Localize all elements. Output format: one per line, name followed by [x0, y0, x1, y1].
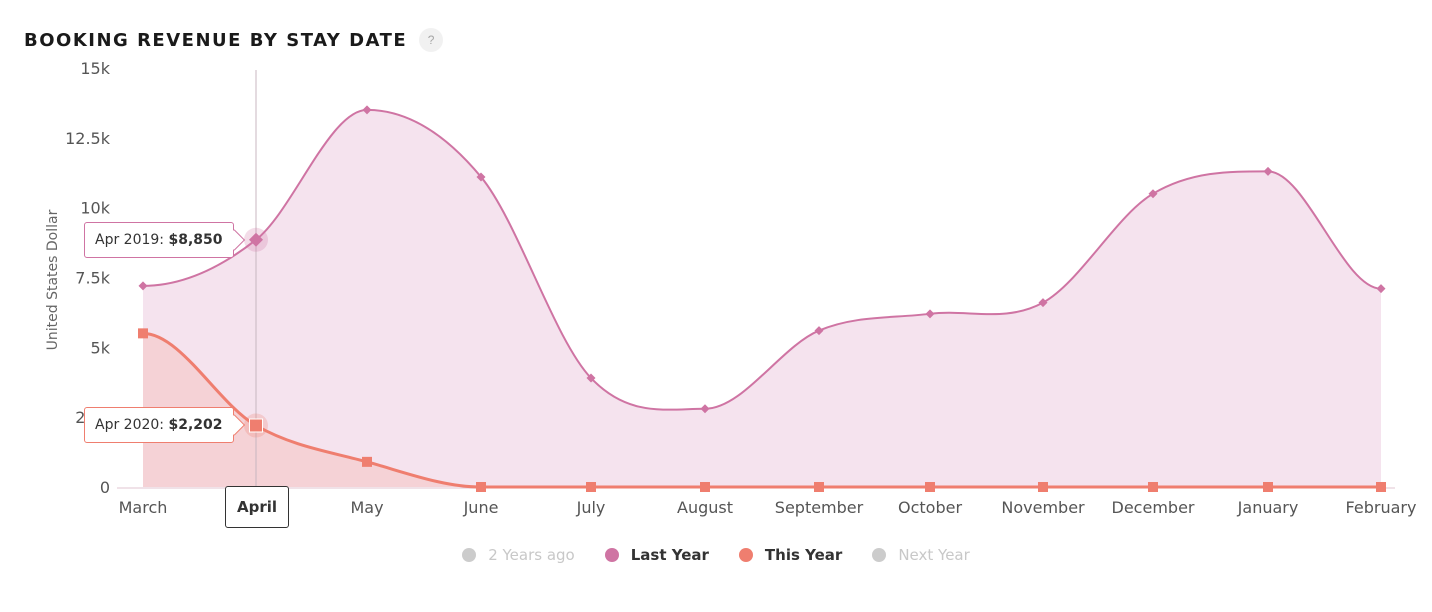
- x-tick-label: December: [1112, 498, 1195, 517]
- last-year-point: [586, 373, 596, 383]
- this-year-line: [142, 331, 1382, 489]
- y-tick-label: 7.5k: [75, 269, 110, 288]
- this-year-point: [1263, 482, 1273, 492]
- y-tick-label: 0: [100, 478, 110, 497]
- this-year-point: [362, 456, 372, 467]
- this-year-point: [1148, 482, 1158, 492]
- tooltip-last-year-value: $8,850: [168, 231, 223, 248]
- y-tick-label: 10k: [80, 199, 110, 218]
- legend: 2 Years ago Last Year This Year Next Year: [0, 546, 1432, 564]
- this-year-point: [476, 482, 486, 492]
- last-year-point: [700, 404, 710, 414]
- last-year-point: [1148, 189, 1158, 199]
- legend-label: Next Year: [898, 546, 970, 564]
- x-tick-label: November: [1001, 498, 1085, 517]
- y-tick-label: 15k: [80, 59, 110, 78]
- legend-dot-icon: [872, 548, 887, 562]
- legend-label: This Year: [764, 546, 843, 564]
- this-year-point: [249, 418, 263, 433]
- y-tick-label: 5k: [91, 338, 111, 357]
- last-year-point: [1038, 298, 1048, 308]
- legend-dot-icon: [604, 548, 619, 562]
- last-year-point: [1263, 166, 1273, 176]
- x-tick-label: September: [775, 498, 864, 517]
- legend-item-next-year[interactable]: Next Year: [872, 546, 970, 564]
- last-year-line: [142, 108, 1382, 411]
- legend-dot-icon: [738, 548, 753, 562]
- x-tick-label: January: [1237, 498, 1299, 517]
- last-year-point: [362, 105, 372, 115]
- this-year-point: [814, 482, 824, 492]
- tooltip-this-year: Apr 2020: $2,202: [84, 407, 245, 444]
- this-year-point: [925, 482, 935, 492]
- y-axis-title: United States Dollar: [45, 209, 61, 350]
- legend-label: 2 Years ago: [488, 546, 575, 564]
- x-tick-label: July: [576, 498, 606, 517]
- legend-item-this-year[interactable]: This Year: [738, 546, 843, 564]
- this-year-point: [586, 482, 596, 492]
- legend-dot-icon: [462, 548, 477, 562]
- last-year-point: [476, 172, 486, 182]
- this-year-point: [1038, 482, 1048, 492]
- tooltip-last-year: Apr 2019: $8,850: [84, 221, 245, 258]
- tooltip-this-year-value: $2,202: [168, 417, 223, 434]
- y-tick-label: 12.5k: [65, 129, 111, 148]
- tooltip-this-year-label: Apr 2020:: [95, 417, 165, 434]
- x-tick-label: June: [463, 498, 499, 517]
- legend-item-last-year[interactable]: Last Year: [604, 546, 709, 564]
- chart-canvas: United States Dollar02.5k5k7.5k10k12.5k1…: [45, 59, 1417, 517]
- last-year-point: [925, 309, 935, 319]
- help-icon[interactable]: ?: [419, 28, 444, 52]
- x-tick-label: February: [1346, 498, 1417, 517]
- last-year-point: [1376, 284, 1386, 294]
- highlighted-category-label: April: [225, 486, 289, 528]
- tooltip-last-year-label: Apr 2019:: [95, 231, 165, 248]
- x-tick-label: May: [350, 498, 383, 517]
- last-year-point: [138, 281, 148, 291]
- x-tick-label: October: [898, 498, 962, 517]
- last-year-area: [143, 109, 1381, 488]
- chart-title: BOOKING REVENUE BY STAY DATE: [24, 29, 408, 51]
- legend-item-2-years-ago[interactable]: 2 Years ago: [462, 546, 575, 564]
- this-year-area: [143, 333, 1381, 487]
- last-year-point: [814, 326, 824, 336]
- legend-label: Last Year: [630, 546, 709, 564]
- last-year-point: [249, 232, 263, 247]
- chart-title-row: BOOKING REVENUE BY STAY DATE ?: [24, 28, 444, 52]
- this-year-point: [1376, 482, 1386, 492]
- x-tick-label: August: [677, 498, 733, 517]
- this-year-point: [138, 328, 148, 339]
- x-tick-label: March: [119, 498, 168, 517]
- this-year-point: [700, 482, 710, 492]
